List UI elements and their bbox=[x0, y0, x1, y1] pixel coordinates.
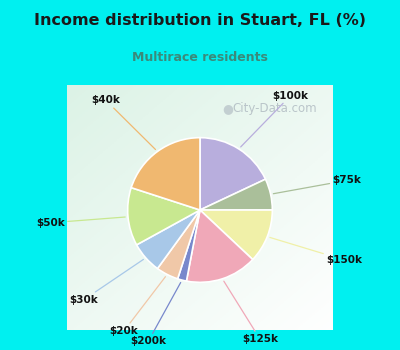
Text: $75k: $75k bbox=[273, 175, 361, 194]
Wedge shape bbox=[128, 188, 200, 245]
Text: $30k: $30k bbox=[70, 259, 144, 304]
Wedge shape bbox=[178, 210, 200, 281]
Text: $150k: $150k bbox=[270, 237, 362, 265]
Text: $100k: $100k bbox=[241, 91, 309, 147]
Wedge shape bbox=[186, 210, 253, 282]
Text: $20k: $20k bbox=[110, 276, 166, 336]
Wedge shape bbox=[200, 179, 272, 210]
Text: Income distribution in Stuart, FL (%): Income distribution in Stuart, FL (%) bbox=[34, 13, 366, 28]
Text: Multirace residents: Multirace residents bbox=[132, 51, 268, 64]
Wedge shape bbox=[200, 138, 266, 210]
Text: $125k: $125k bbox=[224, 281, 278, 344]
Text: City-Data.com: City-Data.com bbox=[232, 103, 316, 116]
Text: $50k: $50k bbox=[36, 217, 125, 228]
Text: $40k: $40k bbox=[92, 95, 156, 149]
Text: ●: ● bbox=[223, 103, 234, 116]
Text: $200k: $200k bbox=[130, 282, 181, 346]
Wedge shape bbox=[136, 210, 200, 268]
Wedge shape bbox=[131, 138, 200, 210]
Wedge shape bbox=[158, 210, 200, 279]
Wedge shape bbox=[200, 210, 272, 260]
